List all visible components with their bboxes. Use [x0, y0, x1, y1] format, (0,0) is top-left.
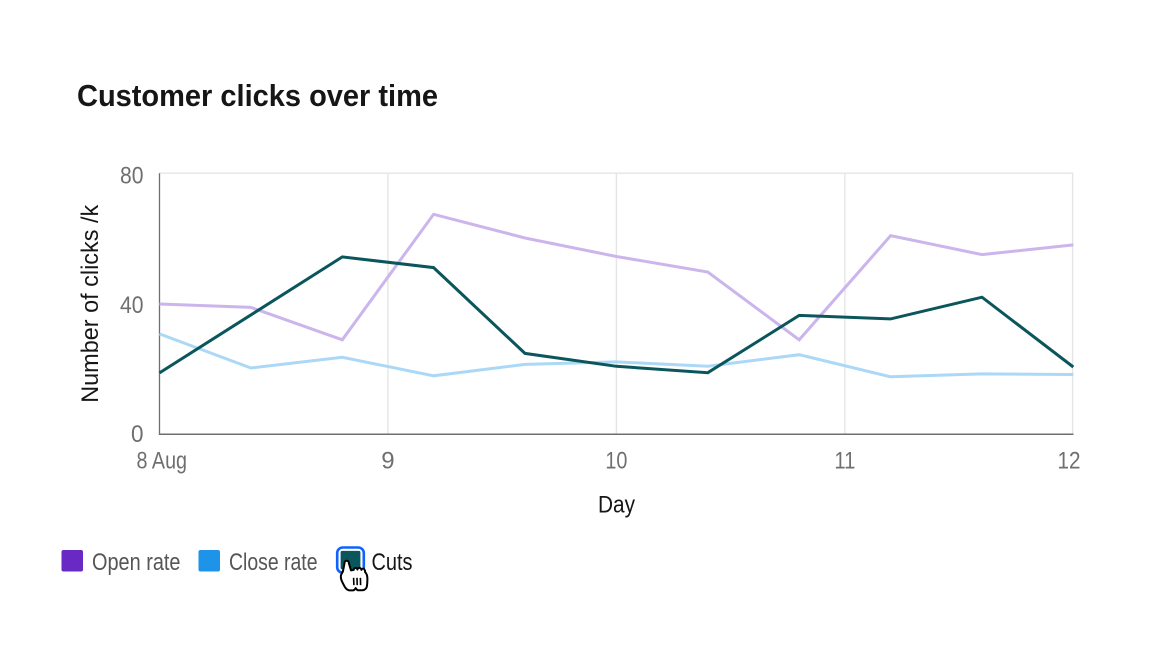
svg-text:8 Aug: 8 Aug [137, 448, 188, 475]
svg-text:80: 80 [120, 163, 144, 190]
svg-text:Day: Day [598, 492, 635, 519]
svg-text:9: 9 [381, 448, 394, 475]
svg-text:40: 40 [120, 292, 144, 319]
svg-text:12: 12 [1058, 448, 1081, 475]
svg-text:Customer clicks over time: Customer clicks over time [77, 78, 438, 113]
svg-text:Number of clicks /k: Number of clicks /k [77, 204, 104, 403]
svg-text:Cuts: Cuts [372, 549, 413, 576]
svg-text:Close rate: Close rate [229, 549, 318, 576]
svg-text:Open rate: Open rate [92, 549, 181, 576]
svg-text:0: 0 [131, 421, 144, 448]
svg-text:10: 10 [605, 448, 627, 475]
svg-text:11: 11 [834, 448, 855, 475]
